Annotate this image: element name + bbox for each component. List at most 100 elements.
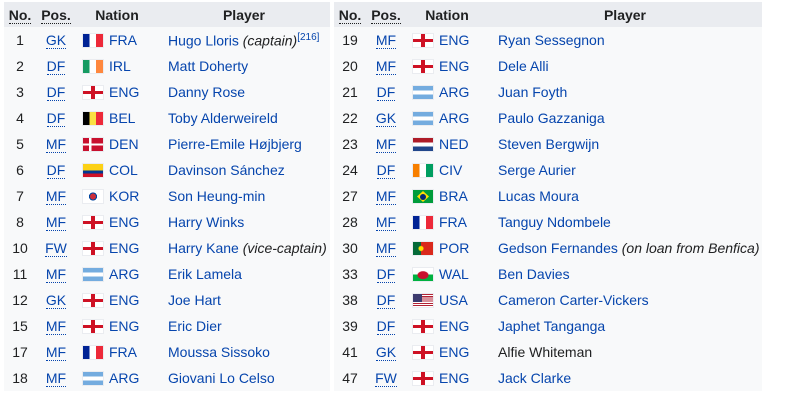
- player-name[interactable]: Moussa Sissoko: [168, 344, 270, 360]
- flag-bra-icon[interactable]: [412, 189, 434, 204]
- player-name[interactable]: Giovani Lo Celso: [168, 370, 275, 386]
- player-name[interactable]: Son Heung-min: [168, 188, 266, 204]
- flag-eng-icon[interactable]: [412, 371, 434, 386]
- player-name[interactable]: Matt Doherty: [168, 58, 249, 74]
- player-name[interactable]: Serge Aurier: [498, 162, 576, 178]
- nation-link[interactable]: ENG: [439, 344, 470, 360]
- nation-link[interactable]: ENG: [439, 318, 470, 334]
- position-link[interactable]: MF: [45, 370, 67, 387]
- player-name[interactable]: Lucas Moura: [498, 188, 579, 204]
- flag-irl-icon[interactable]: [82, 59, 104, 74]
- position-link[interactable]: MF: [45, 344, 67, 361]
- flag-arg-icon[interactable]: [412, 85, 434, 100]
- nation-link[interactable]: KOR: [109, 188, 140, 204]
- player-name[interactable]: Davinson Sánchez: [168, 162, 285, 178]
- flag-fra-icon[interactable]: [82, 33, 104, 48]
- flag-civ-icon[interactable]: [412, 163, 434, 178]
- nation-link[interactable]: ARG: [109, 370, 140, 386]
- nation-link[interactable]: CIV: [439, 162, 463, 178]
- position-link[interactable]: MF: [45, 136, 67, 153]
- position-link[interactable]: DF: [376, 266, 396, 283]
- player-name[interactable]: Tanguy Ndombele: [498, 214, 611, 230]
- position-link[interactable]: FW: [375, 370, 397, 387]
- position-link[interactable]: MF: [45, 188, 67, 205]
- nation-link[interactable]: ENG: [109, 84, 140, 100]
- nation-link[interactable]: WAL: [439, 266, 469, 282]
- position-link[interactable]: DF: [46, 58, 66, 75]
- position-link[interactable]: MF: [375, 136, 397, 153]
- player-name[interactable]: Jack Clarke: [498, 370, 572, 386]
- player-name[interactable]: Steven Bergwijn: [498, 136, 600, 152]
- nation-link[interactable]: ENG: [109, 292, 140, 308]
- nation-link[interactable]: POR: [439, 240, 470, 256]
- player-name[interactable]: Paulo Gazzaniga: [498, 110, 605, 126]
- player-name[interactable]: Danny Rose: [168, 84, 246, 100]
- flag-fra-icon[interactable]: [412, 215, 434, 230]
- flag-col-icon[interactable]: [82, 163, 104, 178]
- nation-link[interactable]: ARG: [439, 110, 470, 126]
- position-link[interactable]: MF: [375, 240, 397, 257]
- flag-den-icon[interactable]: [82, 137, 104, 152]
- nation-link[interactable]: ENG: [109, 214, 140, 230]
- position-link[interactable]: DF: [376, 318, 396, 335]
- nation-link[interactable]: COL: [109, 162, 138, 178]
- flag-bel-icon[interactable]: [82, 111, 104, 126]
- flag-eng-icon[interactable]: [82, 319, 104, 334]
- flag-eng-icon[interactable]: [412, 345, 434, 360]
- player-name[interactable]: Harry Kane: [168, 240, 239, 256]
- player-name[interactable]: Eric Dier: [168, 318, 222, 334]
- flag-arg-icon[interactable]: [82, 371, 104, 386]
- player-name[interactable]: Gedson Fernandes: [498, 240, 618, 256]
- nation-link[interactable]: IRL: [109, 58, 131, 74]
- position-link[interactable]: GK: [45, 292, 67, 309]
- player-name[interactable]: Japhet Tanganga: [498, 318, 606, 334]
- flag-eng-icon[interactable]: [82, 293, 104, 308]
- flag-eng-icon[interactable]: [412, 319, 434, 334]
- position-link[interactable]: MF: [375, 58, 397, 75]
- position-link[interactable]: MF: [45, 318, 67, 335]
- nation-link[interactable]: BEL: [109, 110, 136, 126]
- nation-link[interactable]: FRA: [109, 344, 137, 360]
- flag-ned-icon[interactable]: [412, 137, 434, 152]
- flag-wal-icon[interactable]: [412, 267, 434, 282]
- nation-link[interactable]: ENG: [439, 58, 470, 74]
- nation-link[interactable]: ENG: [109, 240, 140, 256]
- reference-link[interactable]: [216]: [297, 31, 320, 43]
- nation-link[interactable]: ENG: [439, 32, 470, 48]
- position-link[interactable]: MF: [375, 32, 397, 49]
- player-name[interactable]: Erik Lamela: [168, 266, 242, 282]
- position-link[interactable]: MF: [375, 214, 397, 231]
- position-link[interactable]: DF: [46, 110, 66, 127]
- nation-link[interactable]: NED: [439, 136, 469, 152]
- flag-eng-icon[interactable]: [412, 59, 434, 74]
- nation-link[interactable]: FRA: [109, 32, 137, 48]
- position-link[interactable]: DF: [376, 292, 396, 309]
- position-link[interactable]: MF: [375, 188, 397, 205]
- position-link[interactable]: MF: [45, 214, 67, 231]
- player-name[interactable]: Joe Hart: [168, 292, 221, 308]
- position-link[interactable]: FW: [45, 240, 67, 257]
- player-name[interactable]: Cameron Carter-Vickers: [498, 292, 649, 308]
- player-name[interactable]: Juan Foyth: [498, 84, 568, 100]
- position-link[interactable]: GK: [375, 110, 397, 127]
- flag-eng-icon[interactable]: [82, 241, 104, 256]
- nation-link[interactable]: FRA: [439, 214, 467, 230]
- flag-eng-icon[interactable]: [412, 33, 434, 48]
- flag-arg-icon[interactable]: [82, 267, 104, 282]
- player-name[interactable]: Dele Alli: [498, 58, 549, 74]
- flag-eng-icon[interactable]: [82, 85, 104, 100]
- nation-link[interactable]: DEN: [109, 136, 139, 152]
- position-link[interactable]: DF: [376, 162, 396, 179]
- nation-link[interactable]: ARG: [439, 84, 470, 100]
- nation-link[interactable]: USA: [439, 292, 468, 308]
- nation-link[interactable]: ARG: [109, 266, 140, 282]
- position-link[interactable]: GK: [375, 344, 397, 361]
- player-name[interactable]: Pierre-Emile Højbjerg: [168, 136, 302, 152]
- position-link[interactable]: MF: [45, 266, 67, 283]
- flag-arg-icon[interactable]: [412, 111, 434, 126]
- position-link[interactable]: DF: [46, 84, 66, 101]
- player-name[interactable]: Harry Winks: [168, 214, 245, 230]
- nation-link[interactable]: ENG: [109, 318, 140, 334]
- player-name[interactable]: Ryan Sessegnon: [498, 32, 605, 48]
- flag-kor-icon[interactable]: [82, 189, 104, 204]
